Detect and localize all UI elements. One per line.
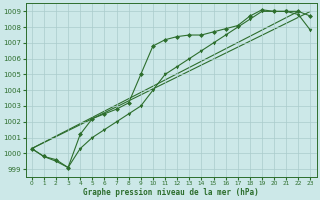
X-axis label: Graphe pression niveau de la mer (hPa): Graphe pression niveau de la mer (hPa): [83, 188, 259, 197]
